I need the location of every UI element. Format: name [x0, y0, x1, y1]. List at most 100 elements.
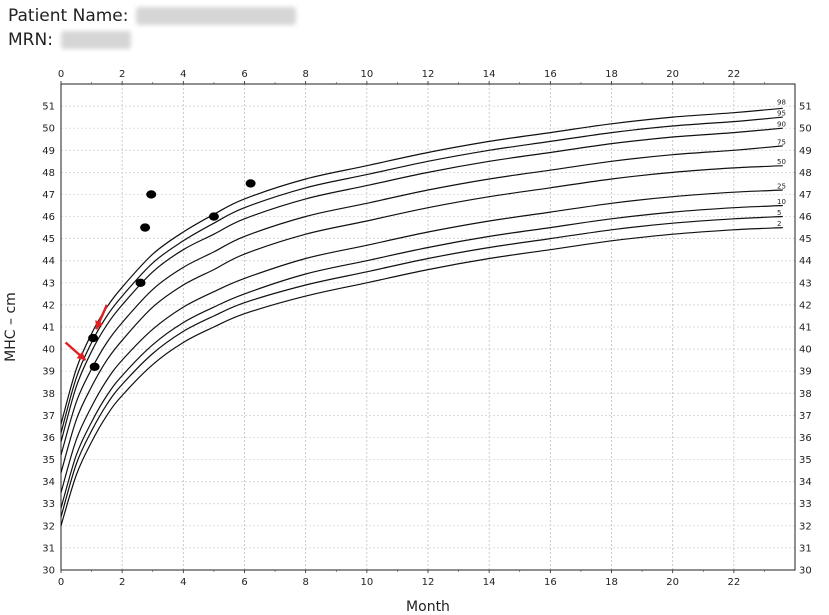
- percentile-label-2: 2: [777, 220, 781, 228]
- measurement-point: [88, 333, 99, 343]
- x-tick-label: 16: [544, 577, 557, 588]
- y-tick-label: 41: [42, 323, 55, 334]
- y-tick-label: 46: [42, 212, 55, 223]
- x-tick-label-top: 10: [360, 69, 373, 80]
- percentile-curve-75: [60, 145, 783, 456]
- y-tick-label: 31: [42, 543, 55, 554]
- x-tick-label-top: 14: [483, 69, 496, 80]
- y-tick-label: 49: [42, 146, 55, 157]
- y-tick-label-right: 42: [799, 300, 812, 311]
- percentile-label-75: 75: [777, 138, 786, 146]
- y-tick-label-right: 30: [799, 566, 812, 577]
- y-tick-label: 32: [42, 521, 55, 532]
- percentile-label-25: 25: [777, 183, 786, 191]
- percentile-curve-90: [60, 127, 783, 443]
- percentile-label-10: 10: [777, 198, 786, 206]
- percentile-label-90: 90: [777, 121, 786, 129]
- measurement-point: [146, 190, 157, 199]
- red-arrow-head: [95, 320, 104, 330]
- percentile-label-5: 5: [777, 209, 781, 217]
- y-tick-label-right: 45: [799, 234, 812, 245]
- y-tick-label-right: 48: [799, 168, 812, 179]
- patient-name-redacted: [136, 7, 297, 25]
- measurement-point: [140, 223, 151, 232]
- y-tick-label-right: 34: [799, 477, 812, 488]
- y-tick-label-right: 46: [799, 212, 812, 223]
- y-tick-label: 38: [42, 389, 55, 400]
- y-tick-label-right: 35: [799, 455, 812, 466]
- percentile-label-50: 50: [777, 158, 786, 166]
- y-tick-label-right: 39: [799, 367, 812, 378]
- y-tick-label-right: 44: [799, 256, 812, 267]
- y-tick-label: 30: [42, 566, 55, 577]
- y-tick-label: 34: [42, 477, 55, 488]
- x-tick-label: 8: [302, 577, 308, 588]
- percentile-curve-10: [60, 204, 783, 509]
- y-tick-label-right: 41: [799, 323, 812, 334]
- grid: [61, 84, 795, 571]
- y-tick-label: 40: [42, 345, 55, 356]
- measurement-points: [88, 179, 256, 371]
- x-tick-label-top: 12: [422, 69, 435, 80]
- y-tick-label-right: 37: [799, 411, 812, 422]
- measurement-point: [208, 212, 219, 221]
- percentile-label-95: 95: [777, 110, 786, 118]
- y-tick-label-right: 49: [799, 146, 812, 157]
- y-tick-label: 45: [42, 234, 55, 245]
- percentile-curve-2: [60, 227, 783, 526]
- y-tick-label-right: 33: [799, 499, 812, 510]
- x-tick-label-top: 8: [302, 69, 308, 80]
- measurement-point: [135, 278, 146, 288]
- y-tick-label: 50: [42, 124, 55, 135]
- x-tick-label-top: 2: [119, 69, 125, 80]
- x-tick-label: 22: [727, 577, 740, 588]
- patient-header: Patient Name: MRN:: [8, 4, 297, 52]
- patient-name-label: Patient Name:: [8, 6, 129, 26]
- x-tick-label-top: 18: [605, 69, 618, 80]
- y-tick-label: 33: [42, 499, 55, 510]
- x-tick-label-top: 4: [180, 69, 186, 80]
- y-tick-label: 44: [42, 256, 55, 267]
- x-tick-label-top: 22: [727, 69, 740, 80]
- x-tick-label-top: 16: [544, 69, 557, 80]
- annotations: [64, 304, 108, 362]
- x-axis-title: Month: [406, 599, 450, 615]
- y-tick-label-right: 32: [799, 521, 812, 532]
- y-tick-label: 37: [42, 411, 55, 422]
- measurement-point: [245, 179, 256, 188]
- red-arrow-head: [76, 351, 86, 361]
- y-tick-label: 48: [42, 168, 55, 179]
- x-tick-label: 12: [422, 577, 435, 588]
- patient-name-row: Patient Name:: [8, 4, 297, 28]
- x-tick-label: 14: [483, 577, 496, 588]
- y-tick-label: 35: [42, 455, 55, 466]
- x-tick-label: 20: [666, 577, 679, 588]
- x-tick-label: 10: [360, 577, 373, 588]
- x-tick-label: 2: [119, 577, 125, 588]
- percentile-curve-25: [60, 189, 783, 493]
- x-tick-label: 0: [58, 577, 64, 588]
- y-tick-label: 51: [42, 102, 55, 113]
- percentile-curve-5: [60, 215, 783, 518]
- y-tick-label-right: 31: [799, 543, 812, 554]
- y-tick-label-right: 43: [799, 278, 812, 289]
- y-tick-label: 47: [42, 190, 55, 201]
- x-tick-label-top: 6: [241, 69, 247, 80]
- y-tick-label: 39: [42, 367, 55, 378]
- ticks: 0022446688101012121414161618182020222230…: [42, 69, 811, 588]
- x-tick-label: 4: [180, 577, 186, 588]
- y-tick-label-right: 50: [799, 124, 812, 135]
- x-tick-label-top: 0: [58, 69, 64, 80]
- mrn-row: MRN:: [8, 28, 296, 52]
- y-tick-label-right: 40: [799, 345, 812, 356]
- y-axis-title: MHC – cm: [3, 292, 19, 362]
- percentile-curve-95: [60, 116, 783, 434]
- y-tick-label: 42: [42, 300, 55, 311]
- y-tick-label-right: 36: [799, 433, 812, 444]
- y-tick-label-right: 47: [799, 190, 812, 201]
- mrn-label: MRN:: [8, 30, 53, 50]
- measurement-point: [89, 362, 100, 371]
- x-tick-label: 6: [241, 577, 247, 588]
